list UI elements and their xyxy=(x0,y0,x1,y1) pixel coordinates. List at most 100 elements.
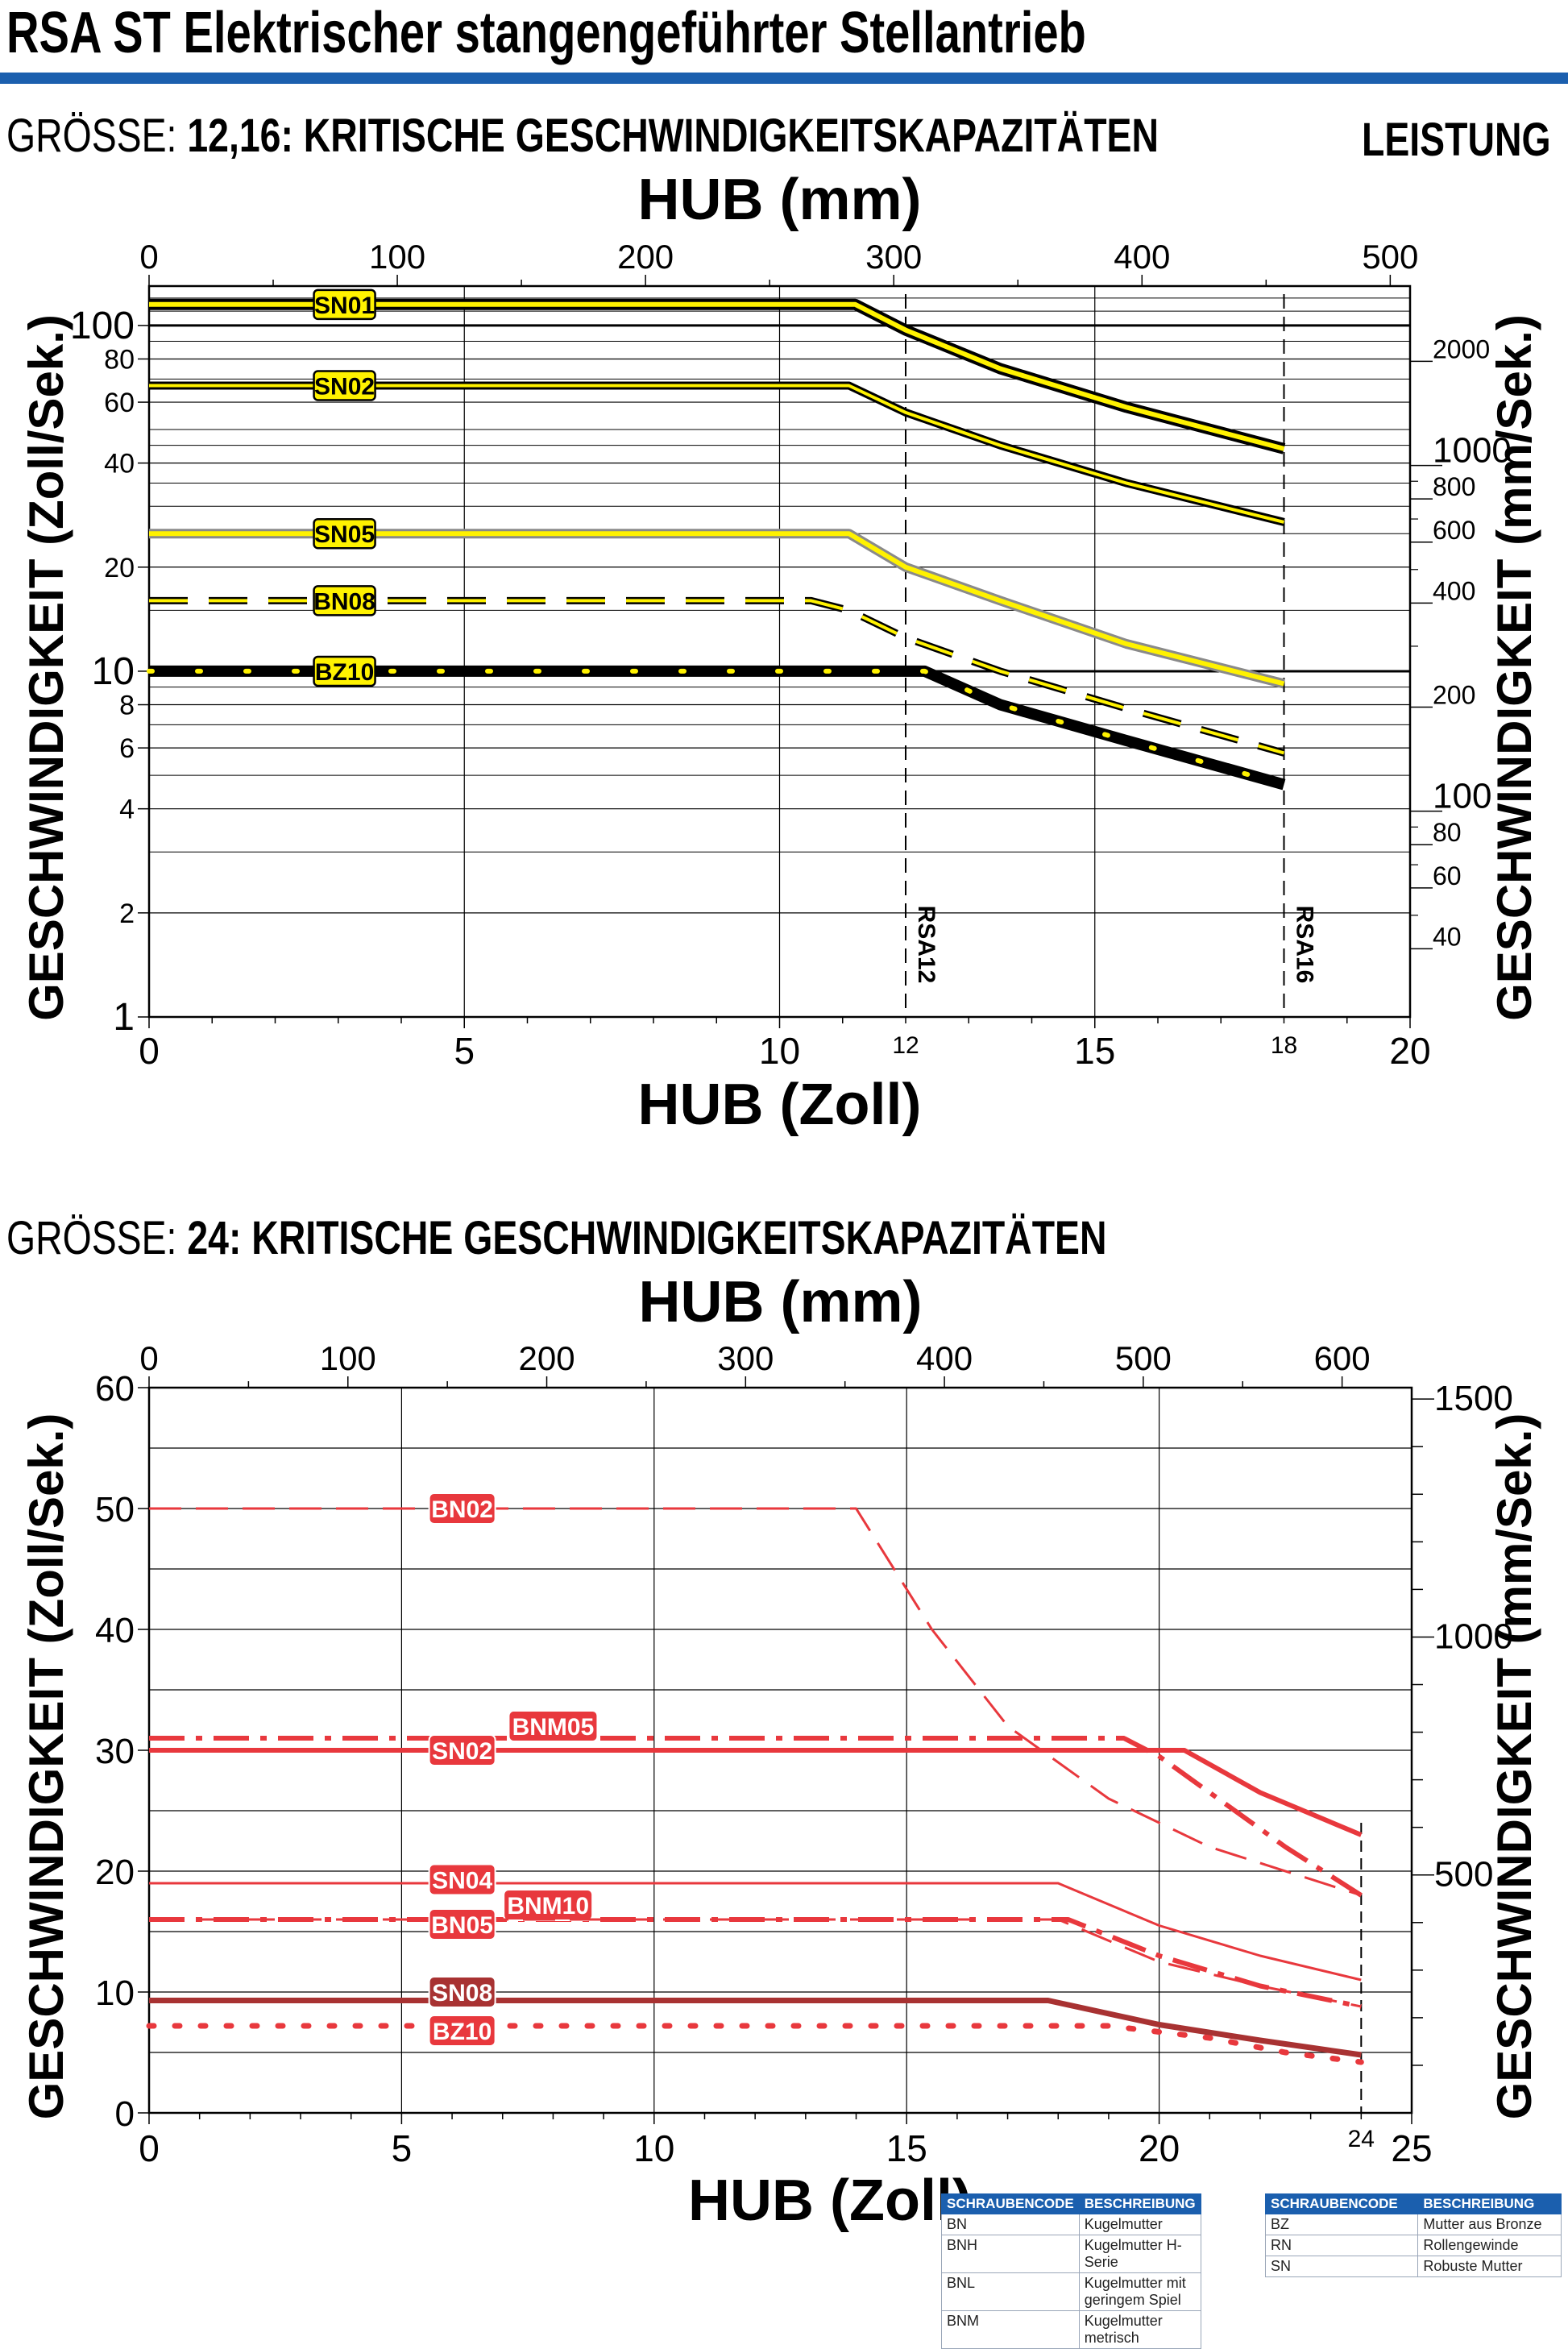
y2-tick-label: 500 xyxy=(1434,1855,1493,1895)
x2-tick-label: 500 xyxy=(1115,1339,1172,1377)
x2-tick-label: 600 xyxy=(1314,1339,1371,1377)
x-tick-label: 15 xyxy=(886,2127,927,2169)
page-title: RSA ST Elektrischer stangengeführter Ste… xyxy=(6,1,1086,65)
chart2-x2-title: HUB (mm) xyxy=(639,1270,923,1334)
chart1-plot: 0 5 10 12 15 18 200 100 200 300 400 500124681020406… xyxy=(70,238,1512,1072)
series-line xyxy=(149,301,1285,451)
x-tick-label: 5 xyxy=(454,1030,475,1072)
performance-label: LEISTUNG xyxy=(1362,114,1551,166)
series-label-box xyxy=(313,585,376,616)
x2-tick-label: 200 xyxy=(617,238,674,276)
series-sn01: SN01 xyxy=(149,288,1286,454)
chart1-title: 12,16: KRITISCHE GESCHWINDIGKEITSKAPAZIT… xyxy=(187,110,1159,162)
y2-tick-label: 600 xyxy=(1433,516,1475,545)
series-line xyxy=(146,2023,1364,2065)
series-bnm05: BNM05 xyxy=(149,1710,1363,1898)
series-line xyxy=(149,1882,1362,1982)
series-label: BNM05 xyxy=(512,1714,595,1741)
legend-code: BNH xyxy=(941,2235,1080,2273)
legend-row: BN Kugelmutter xyxy=(941,2214,1201,2235)
series-line xyxy=(149,1748,1363,1837)
series-label: SN02 xyxy=(314,374,375,400)
y-tick-label: 100 xyxy=(70,305,135,347)
chart1-heading: GRÖSSE: 12,16: KRITISCHE GESCHWINDIGKEIT… xyxy=(6,113,1159,160)
x-tick-label: 0 xyxy=(139,2127,160,2169)
series-label-box xyxy=(428,1908,496,1940)
series-label-box xyxy=(428,1734,496,1766)
x-tick-label: 10 xyxy=(759,1030,800,1072)
y-tick-label: 2 xyxy=(119,899,135,929)
marker-label: RSA16 xyxy=(1292,906,1318,984)
y2-tick-label: 60 xyxy=(1433,861,1462,890)
chart1-y-title: GESCHWINDIGKEIT (Zoll/Sek.) xyxy=(19,314,73,1021)
chart1-size-label: GRÖSSE: xyxy=(6,110,177,162)
series-label: BN08 xyxy=(313,588,375,615)
x-tick-label: 25 xyxy=(1391,2127,1432,2169)
series-line xyxy=(149,1736,1363,1898)
legend-desc: Kugelmutter metrisch xyxy=(1078,2310,1201,2349)
legend-left-header-desc: BESCHREIBUNG xyxy=(1078,2193,1201,2214)
x-tick-label: 20 xyxy=(1389,1030,1430,1072)
x2-tick-label: 0 xyxy=(139,1339,158,1377)
chart1-x2-title: HUB (mm) xyxy=(638,168,922,232)
x2-tick-label: 300 xyxy=(865,238,922,276)
y-tick-label: 50 xyxy=(95,1490,135,1529)
series-sn04: SN04 xyxy=(149,1863,1362,1982)
y-tick-label: 60 xyxy=(104,388,135,418)
y-tick-label: 10 xyxy=(92,650,135,693)
legend-code: BNM xyxy=(941,2310,1080,2349)
legend-row: BNH Kugelmutter H-Serie xyxy=(941,2235,1201,2273)
series-bn02: BN02 xyxy=(149,1492,1362,1897)
y-tick-label: 60 xyxy=(95,1369,135,1409)
x-tick-label: 18 xyxy=(1271,1032,1297,1059)
legend-left-header-code: SCHRAUBENCODE xyxy=(941,2193,1080,2214)
series-label-box xyxy=(313,517,376,550)
y2-tick-label: 800 xyxy=(1433,472,1475,501)
chart2-heading: GRÖSSE: 24: KRITISCHE GESCHWINDIGKEITSKA… xyxy=(6,1215,1106,1262)
series-line xyxy=(149,1998,1362,2058)
series-label-box xyxy=(313,370,376,401)
legend-desc: Kugelmutter xyxy=(1078,2214,1201,2235)
legend-row: SN Robuste Mutter xyxy=(1264,2256,1562,2277)
series-line xyxy=(149,1507,1362,1897)
y2-tick-label: 400 xyxy=(1433,576,1475,605)
chart2-x-title: HUB (Zoll) xyxy=(688,2168,972,2233)
y-tick-label: 40 xyxy=(104,449,135,479)
legend-code: BZ xyxy=(1264,2214,1419,2235)
legend-code: SN xyxy=(1264,2256,1419,2277)
chart1-y2-title: GESCHWINDIGKEIT (mm/Sek.) xyxy=(1487,314,1541,1021)
y-tick-label: 30 xyxy=(95,1732,135,1771)
chart1-x-title: HUB (Zoll) xyxy=(638,1073,922,1137)
marker-label: RSA12 xyxy=(913,906,940,984)
x2-tick-label: 100 xyxy=(369,238,425,276)
chart2-title: 24: KRITISCHE GESCHWINDIGKEITSKAPAZITÄTE… xyxy=(187,1212,1107,1264)
series-label: BZ10 xyxy=(315,659,374,686)
x-tick-label: 20 xyxy=(1139,2127,1180,2169)
series-bz10: BZ10 xyxy=(146,2015,1364,2065)
x-tick-label: 12 xyxy=(892,1032,919,1059)
screw-code-legend-right: SCHRAUBENCODE BESCHREIBUNG BZ Mutter aus … xyxy=(1264,2193,1562,2277)
legend-code: BNL xyxy=(941,2272,1080,2311)
chart2-y-title: GESCHWINDIGKEIT (Zoll/Sek.) xyxy=(19,1413,73,2120)
series-label: BNM10 xyxy=(507,1893,589,1919)
y2-tick-label: 200 xyxy=(1433,680,1475,709)
series-sn08: SN08 xyxy=(149,1976,1362,2058)
series-bn08: BN08 xyxy=(149,585,1285,757)
x2-tick-label: 400 xyxy=(1114,238,1170,276)
x-tick-label: 24 xyxy=(1348,2126,1375,2152)
legend-row: RN Rollengewinde xyxy=(1264,2235,1562,2256)
legend-desc: Rollengewinde xyxy=(1417,2235,1562,2256)
y2-tick-label: 1000 xyxy=(1433,431,1512,471)
series-label: SN08 xyxy=(432,1980,492,2007)
y2-tick-label: 80 xyxy=(1433,818,1462,847)
x-tick-label: 10 xyxy=(633,2127,674,2169)
series-label: BN02 xyxy=(431,1496,493,1523)
series-sn02: SN02 xyxy=(149,370,1285,526)
series-bnm10: BNM10 xyxy=(149,1889,1362,2009)
y-tick-label: 20 xyxy=(95,1853,135,1892)
legend-right-header-code: SCHRAUBENCODE xyxy=(1264,2193,1419,2214)
y-tick-label: 8 xyxy=(119,691,135,721)
x2-tick-label: 500 xyxy=(1362,238,1418,276)
series-label: BZ10 xyxy=(433,2019,492,2045)
series-label: SN02 xyxy=(432,1738,492,1765)
